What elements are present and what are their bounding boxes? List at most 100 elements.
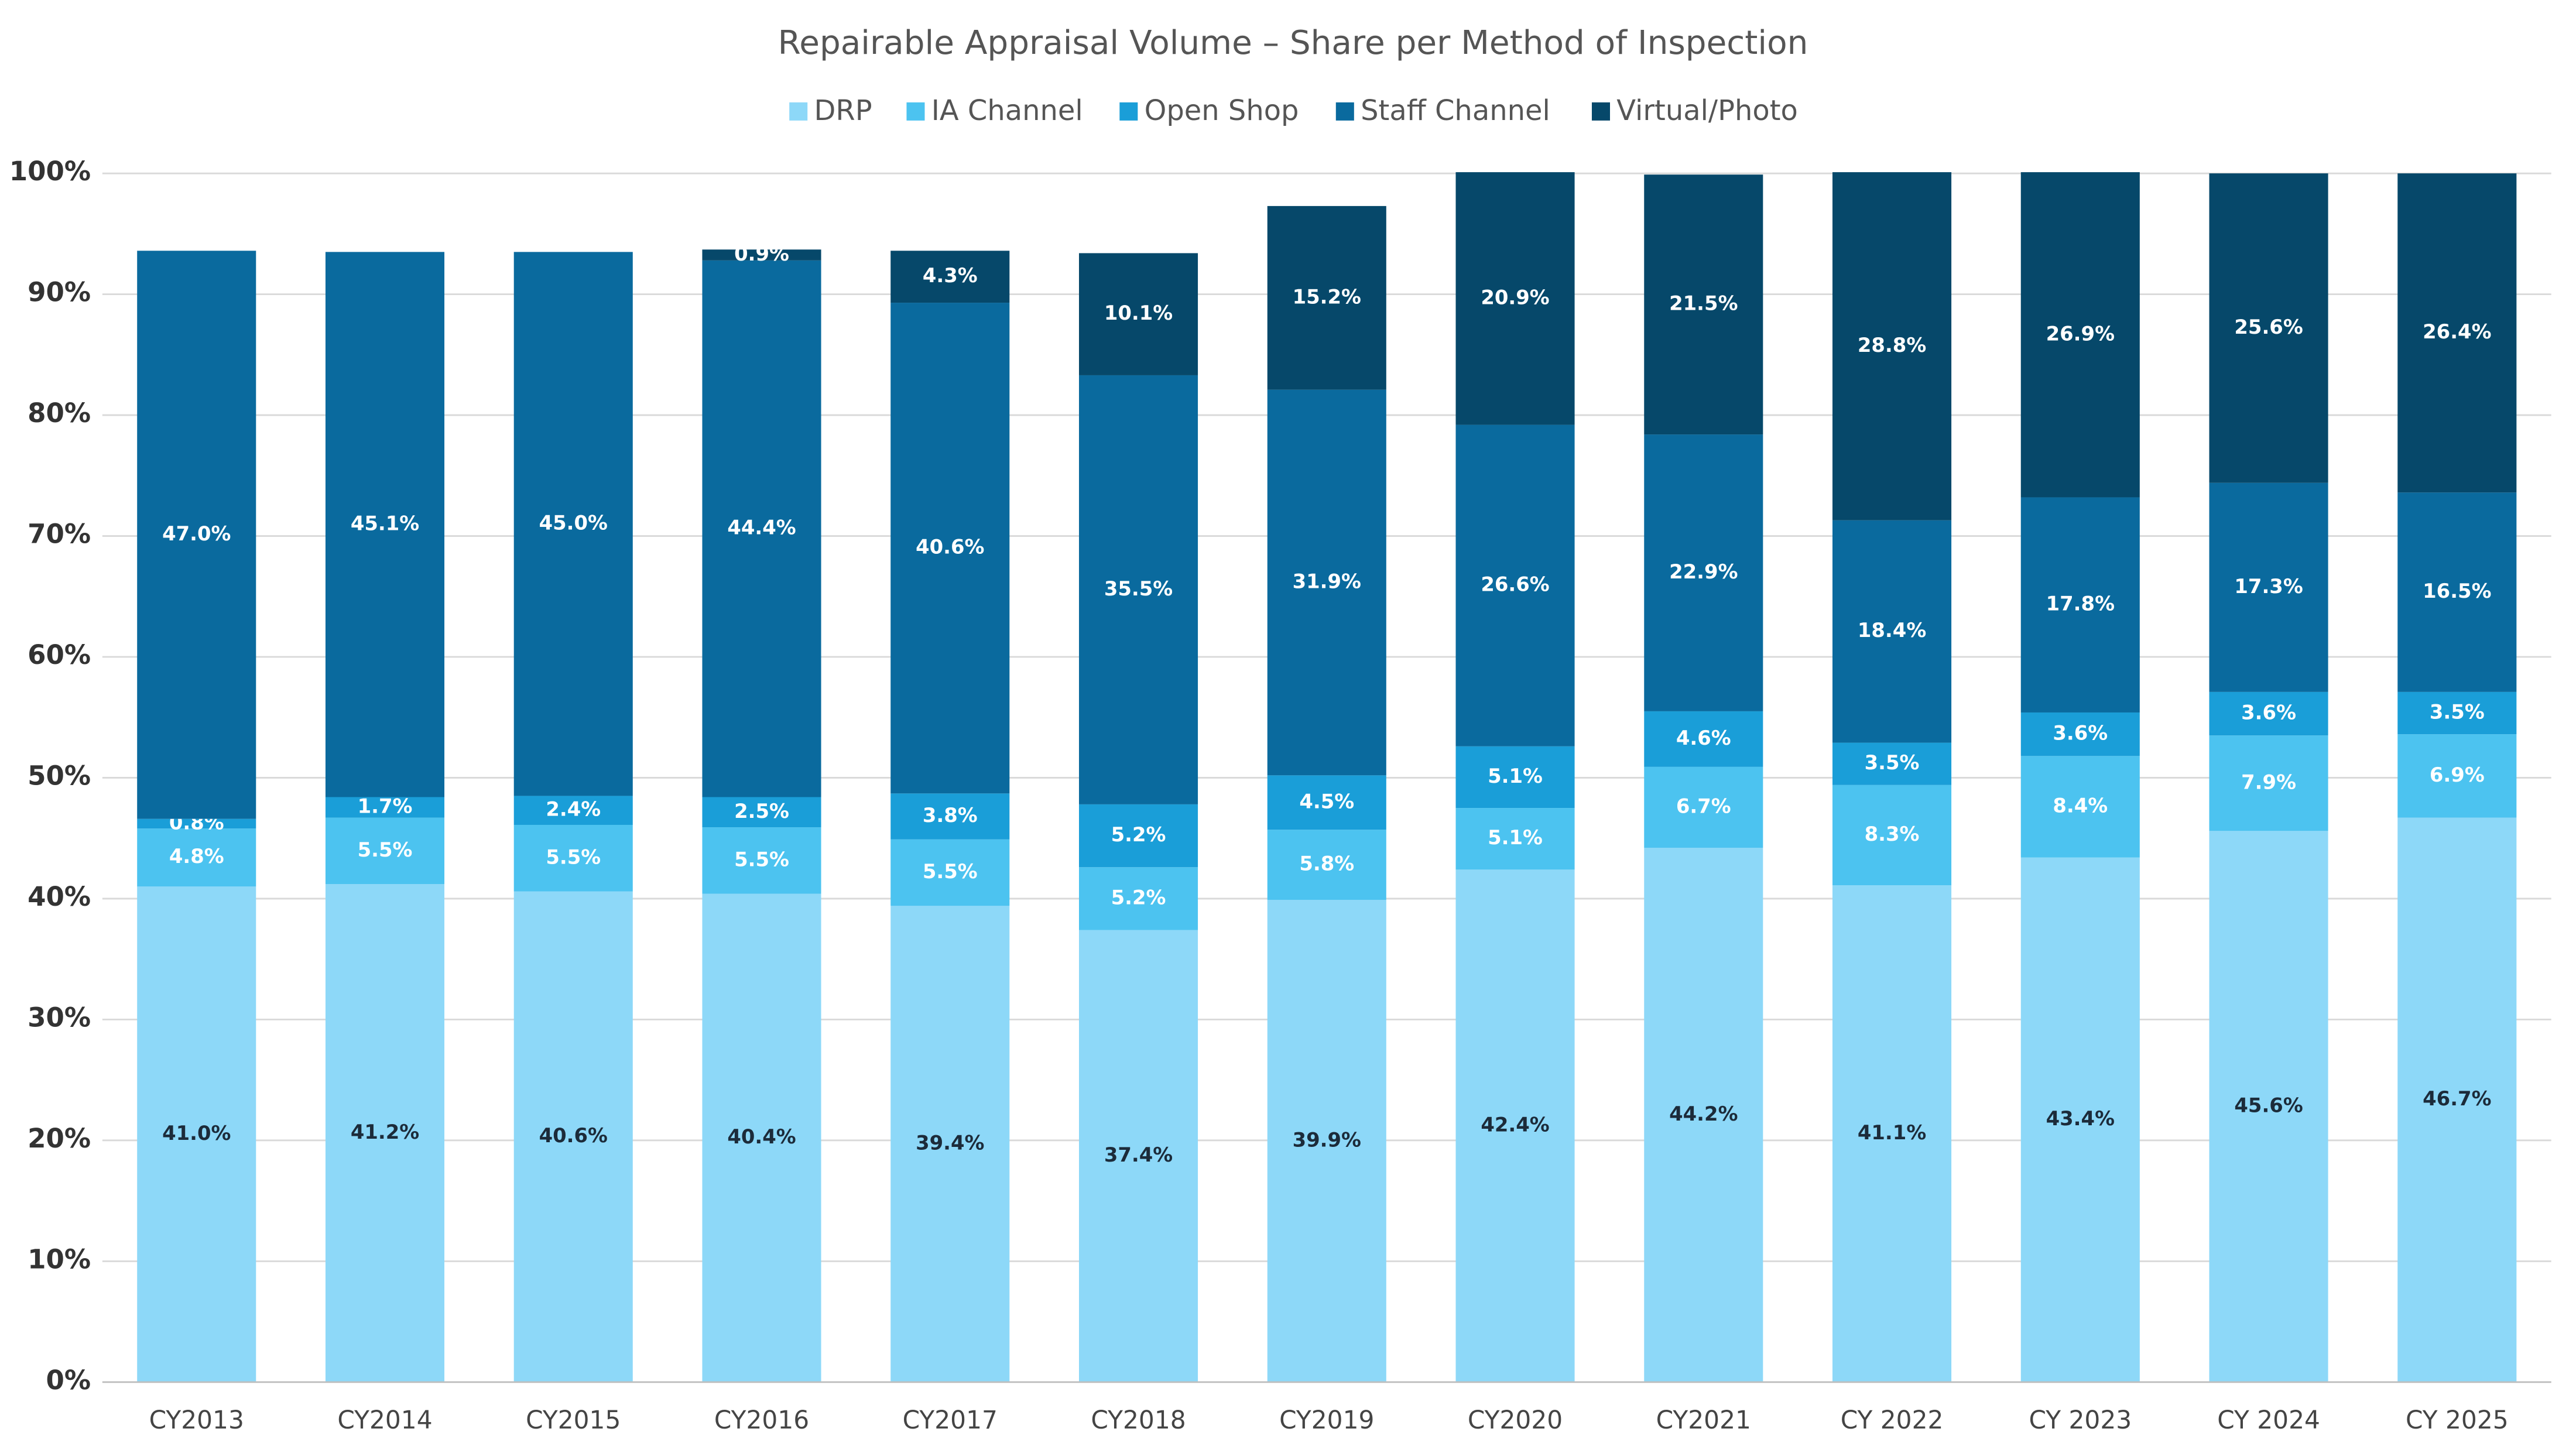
data-label: 3.6% — [2241, 701, 2296, 724]
data-label: 2.5% — [734, 800, 789, 823]
data-label: 44.2% — [1669, 1102, 1738, 1125]
bar-segment — [1644, 434, 1763, 711]
data-label: 43.4% — [2046, 1107, 2115, 1130]
bar-segment — [2397, 691, 2517, 735]
data-label: 17.3% — [2234, 575, 2303, 598]
bar-segment — [1455, 746, 1575, 809]
data-label: 4.5% — [1299, 790, 1354, 813]
data-label: 35.5% — [1104, 577, 1173, 600]
bar-segment — [890, 839, 1010, 906]
x-tick-label: CY2020 — [1468, 1406, 1563, 1434]
bar-segment — [2020, 857, 2140, 1382]
bar-segment — [137, 886, 256, 1382]
data-label: 4.3% — [923, 264, 978, 287]
bar-segment — [702, 260, 821, 797]
x-tick-label: CY2016 — [714, 1406, 809, 1434]
bar-segment — [2209, 831, 2328, 1382]
x-tick-label: CY 2024 — [2217, 1406, 2320, 1434]
data-label: 5.1% — [1488, 765, 1543, 787]
legend-swatch — [1335, 102, 1354, 121]
data-label: 37.4% — [1104, 1143, 1173, 1166]
bar-segment — [1078, 804, 1198, 868]
data-label: 18.4% — [1858, 619, 1926, 642]
data-label: 3.6% — [2053, 722, 2108, 745]
data-label: 25.6% — [2234, 316, 2303, 338]
x-tick-label: CY2013 — [149, 1406, 244, 1434]
bar-segment — [2020, 712, 2140, 756]
bar-segment — [2397, 817, 2517, 1382]
bar-segment — [1267, 205, 1386, 390]
bar-segment — [702, 893, 821, 1382]
bar-segment — [1832, 885, 1952, 1382]
y-tick-label: 40% — [28, 881, 91, 912]
x-tick-label: CY2019 — [1279, 1406, 1374, 1434]
bar-segment — [1832, 172, 1952, 520]
bar-segment — [325, 817, 445, 885]
data-label: 40.6% — [539, 1124, 608, 1147]
data-label: 16.5% — [2423, 580, 2491, 602]
bar-segment — [1267, 389, 1386, 776]
data-label: 5.5% — [734, 848, 789, 871]
data-label: 15.2% — [1293, 285, 1361, 308]
legend-swatch — [789, 102, 808, 121]
x-tick-label: CY 2025 — [2406, 1406, 2509, 1434]
bar-segment — [702, 827, 821, 894]
bar-segment — [1078, 375, 1198, 804]
bar-segment — [2397, 492, 2517, 692]
data-label: 2.4% — [546, 798, 601, 821]
data-label: 5.8% — [1299, 852, 1354, 875]
bar-segment — [1455, 869, 1575, 1382]
legend-label: Virtual/Photo — [1616, 95, 1798, 127]
data-label: 3.8% — [923, 804, 978, 827]
data-label: 41.1% — [1858, 1121, 1926, 1144]
x-tick-label: CY2015 — [526, 1406, 621, 1434]
data-label: 8.3% — [1865, 823, 1920, 845]
y-tick-label: 90% — [28, 277, 91, 308]
bar-segment — [1832, 742, 1952, 785]
bar-segment — [2209, 691, 2328, 736]
bar-segment — [1455, 424, 1575, 746]
bar-segment — [2397, 734, 2517, 818]
data-label: 46.7% — [2423, 1087, 2491, 1110]
data-label: 45.6% — [2234, 1094, 2303, 1117]
data-label: 10.1% — [1104, 302, 1173, 324]
data-label: 5.5% — [358, 838, 413, 861]
bar-segment — [890, 251, 1010, 303]
y-tick-label: 100% — [9, 156, 91, 187]
bar-segment — [2020, 497, 2140, 712]
bar-segment — [2209, 482, 2328, 692]
chart-title: Repairable Appraisal Volume – Share per … — [778, 24, 1808, 62]
data-label: 0.9% — [734, 242, 789, 265]
data-label: 5.5% — [923, 860, 978, 883]
y-tick-label: 60% — [28, 639, 91, 670]
bar-segment — [1267, 830, 1386, 900]
bar-segment — [1078, 930, 1198, 1382]
data-label: 28.8% — [1858, 334, 1926, 357]
data-label: 5.2% — [1111, 886, 1166, 909]
data-label: 39.4% — [916, 1132, 984, 1155]
bar-segment — [1267, 775, 1386, 830]
legend-swatch — [1119, 102, 1138, 121]
bar-segment — [1644, 174, 1763, 435]
data-label: 5.2% — [1111, 823, 1166, 846]
data-label: 42.4% — [1481, 1114, 1549, 1136]
bar-segment — [325, 884, 445, 1382]
x-tick-label: CY 2023 — [2029, 1406, 2132, 1434]
data-label: 3.5% — [1865, 751, 1920, 774]
data-label: 47.0% — [162, 522, 231, 545]
legend-label: Open Shop — [1145, 95, 1299, 127]
bar-segment — [1644, 848, 1763, 1382]
bar-segment — [702, 249, 821, 261]
bar-segment — [137, 251, 256, 819]
bar-segment — [2020, 172, 2140, 498]
bar-segment — [1455, 808, 1575, 870]
data-label: 7.9% — [2241, 770, 2296, 793]
y-tick-label: 70% — [28, 519, 91, 550]
data-label: 26.9% — [2046, 322, 2115, 345]
data-label: 26.4% — [2423, 320, 2491, 343]
bar-segment — [890, 303, 1010, 794]
data-label: 41.2% — [351, 1121, 419, 1143]
bar-segment — [1267, 899, 1386, 1382]
data-label: 40.4% — [727, 1125, 796, 1148]
legend-swatch — [906, 102, 925, 121]
